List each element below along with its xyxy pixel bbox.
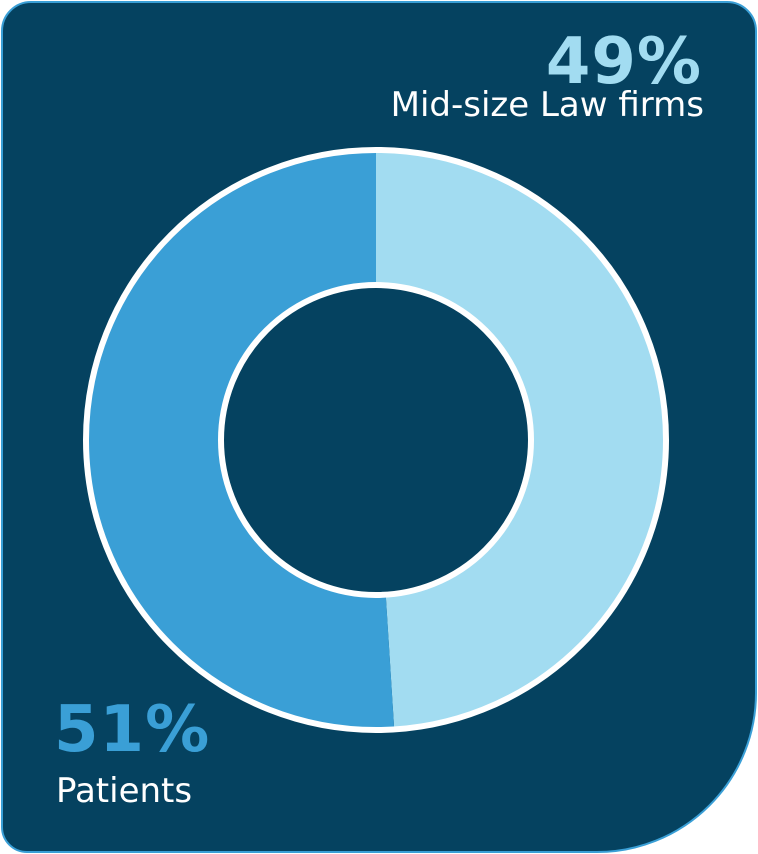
patients-series-label: Patients <box>56 771 193 811</box>
law-firms-series-label: Mid-size Law firms <box>390 85 704 125</box>
patients-percent-label: 51% <box>54 693 211 767</box>
donut-outer-outline <box>83 147 669 733</box>
donut-hole <box>218 282 534 598</box>
law-firms-percent-label: 49% <box>545 25 702 99</box>
